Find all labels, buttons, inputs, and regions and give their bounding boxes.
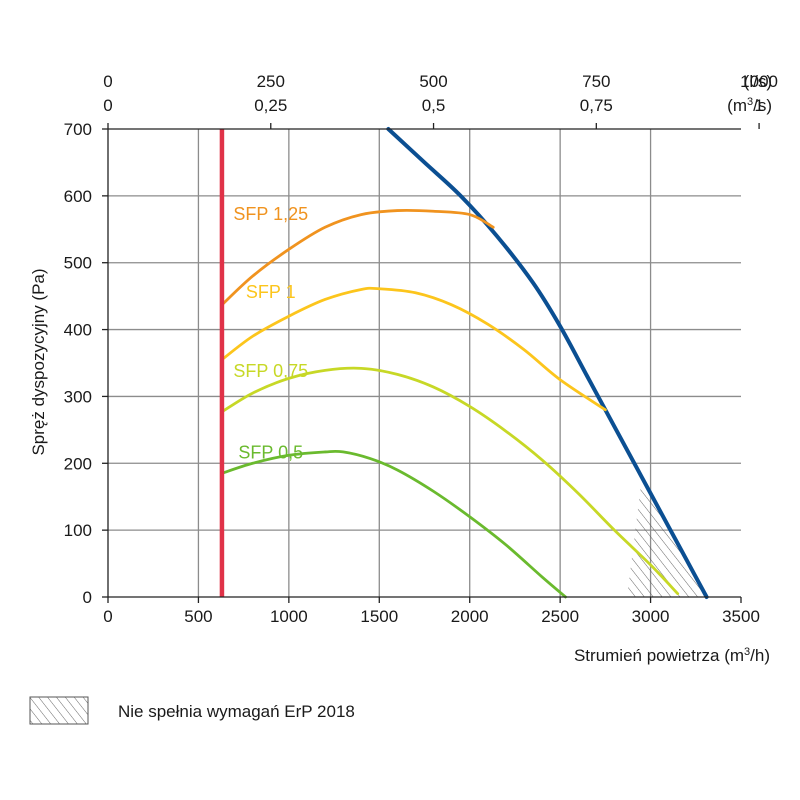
top-m3s-tick-label: 0 — [103, 96, 112, 115]
y-tick-label: 0 — [83, 588, 92, 607]
x-tick-label: 2000 — [451, 607, 489, 626]
legend-hatch-label: Nie spełnia wymagań ErP 2018 — [118, 702, 355, 721]
hatched-area — [627, 480, 707, 597]
top-axis-ls-unit: (l/s) — [744, 72, 772, 91]
curve-label: SFP 0,75 — [233, 361, 308, 381]
series-sfp-1 — [220, 286, 607, 412]
y-tick-label: 100 — [64, 521, 92, 540]
grid — [108, 129, 741, 597]
top-ls-tick-label: 1000 — [740, 72, 778, 91]
y-tick-label: 400 — [64, 321, 92, 340]
curve-label: SFP 1,25 — [233, 204, 308, 224]
top-axis-ls-ticks: 02505007501000125015001750 — [103, 72, 778, 129]
top-ls-tick-label: 0 — [103, 72, 112, 91]
series-sfp-1-25 — [220, 208, 495, 307]
top-ls-tick-label: 750 — [582, 72, 610, 91]
x-tick-label: 0 — [103, 607, 112, 626]
top-ls-tick-label: 250 — [257, 72, 285, 91]
x-tick-label: 500 — [184, 607, 212, 626]
x-axis-title: Strumień powietrza (m3/h) — [574, 646, 770, 665]
curve-labels: SFP 1,25 SFP 1 SFP 0,75 SFP 0,5 — [233, 204, 308, 463]
curve-label: SFP 1 — [246, 282, 296, 302]
y-axis-ticks: 0 100 200 300 400 500 600 700 — [64, 120, 108, 607]
hatched-region — [627, 480, 707, 597]
series-layer — [219, 127, 709, 599]
series-sfp-0-75 — [220, 366, 680, 596]
y-tick-label: 700 — [64, 120, 92, 139]
y-tick-label: 300 — [64, 387, 92, 406]
x-axis-ticks: 0 500 1000 1500 2000 2500 3000 3500 — [103, 597, 760, 626]
top-axis-m3s-unit: (m3/s) — [727, 96, 772, 115]
curve-label: SFP 0,5 — [238, 443, 303, 463]
series-fan-curve — [386, 127, 709, 599]
top-m3s-tick-label: 0,5 — [422, 96, 446, 115]
axes — [107, 128, 741, 598]
legend-hatch-swatch — [29, 696, 89, 725]
y-axis-title: Spręż dyspozycyjny (Pa) — [29, 268, 48, 455]
top-ls-tick-label: 500 — [419, 72, 447, 91]
top-m3s-tick-label: 0,75 — [580, 96, 613, 115]
top-m3s-tick-label: 1 — [754, 96, 763, 115]
x-tick-label: 1000 — [270, 607, 308, 626]
y-tick-label: 500 — [64, 254, 92, 273]
x-tick-label: 1500 — [360, 607, 398, 626]
legend: Nie spełnia wymagań ErP 2018 — [29, 696, 355, 725]
top-m3s-tick-label: 0,25 — [254, 96, 287, 115]
y-tick-label: 600 — [64, 187, 92, 206]
top-axis-m3s-ticks: 00,250,50,7511,251,51,75 — [103, 96, 764, 115]
x-tick-label: 2500 — [541, 607, 579, 626]
x-tick-label: 3500 — [722, 607, 760, 626]
y-tick-label: 200 — [64, 454, 92, 473]
x-tick-label: 3000 — [632, 607, 670, 626]
series-sfp-0-5 — [220, 449, 567, 599]
